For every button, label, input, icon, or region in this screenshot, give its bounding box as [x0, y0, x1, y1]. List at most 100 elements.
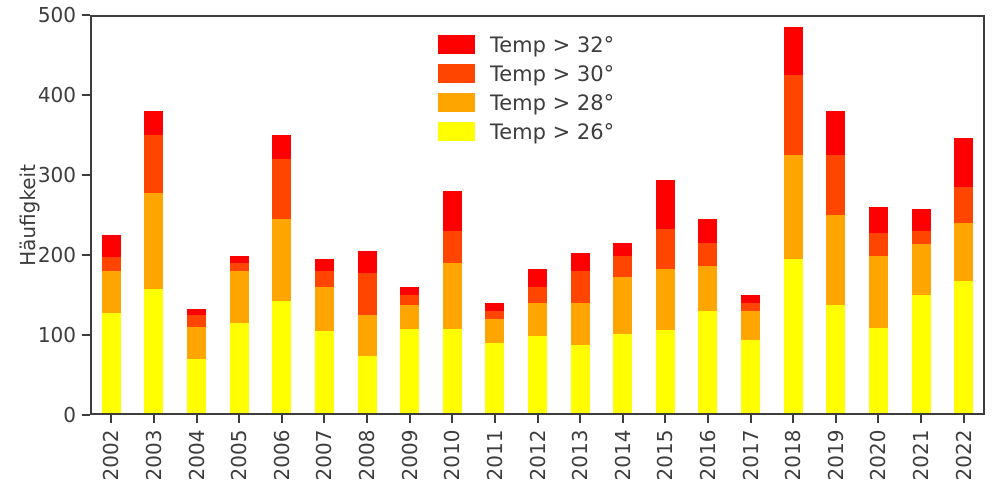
bar-2003-temp-30	[144, 134, 164, 193]
x-tick-label-2003: 2003	[141, 429, 166, 481]
x-tick-label-2002: 2002	[99, 429, 124, 481]
bar-2010-temp-28	[442, 262, 462, 329]
bar-2004-temp-30	[187, 315, 207, 327]
bar-2021-temp-26	[911, 294, 931, 413]
bar-2005-temp-28	[229, 271, 249, 323]
x-tick-2012	[536, 415, 539, 423]
bar-2017-temp-26	[741, 340, 761, 413]
bar-2010-temp-26	[442, 329, 462, 413]
bar-2003-temp-26	[144, 289, 164, 413]
x-tick-label-2006: 2006	[269, 429, 294, 481]
legend-swatch-temp-28	[438, 93, 475, 112]
y-tick-0	[82, 414, 90, 416]
x-tick-2002	[110, 415, 113, 423]
x-tick-label-2017: 2017	[738, 429, 763, 481]
x-tick-label-2021: 2021	[909, 429, 934, 481]
bar-2011-temp-26	[485, 342, 505, 413]
legend-swatch-temp-26	[438, 122, 475, 141]
y-tick-400	[82, 94, 90, 96]
x-tick-2008	[366, 415, 369, 423]
x-tick-label-2010: 2010	[440, 429, 465, 481]
y-tick-label-300: 300	[37, 163, 76, 187]
x-tick-label-2007: 2007	[312, 429, 337, 481]
y-tick-200	[82, 254, 90, 256]
bar-2016-temp-26	[698, 311, 718, 413]
x-tick-2016	[706, 415, 709, 423]
legend-item-temp-28: Temp > 28°	[438, 90, 615, 115]
bar-2019-temp-28	[826, 214, 846, 305]
legend-label-temp-30: Temp > 30°	[490, 61, 615, 86]
bar-2016-temp-32	[698, 219, 718, 243]
bar-2004-temp-26	[187, 359, 207, 413]
x-tick-label-2016: 2016	[695, 429, 720, 481]
bar-2003-temp-28	[144, 193, 164, 289]
x-tick-label-2011: 2011	[482, 429, 507, 481]
bar-2004-temp-28	[187, 326, 207, 360]
bar-2022-temp-28	[954, 223, 974, 281]
bar-2008-temp-30	[357, 273, 377, 315]
legend-label-temp-32: Temp > 32°	[490, 32, 615, 57]
bar-2009-temp-30	[400, 295, 420, 305]
x-tick-label-2013: 2013	[568, 429, 593, 481]
bar-2020-temp-32	[868, 206, 888, 233]
bar-2014-temp-28	[613, 277, 633, 334]
y-tick-label-200: 200	[37, 243, 76, 267]
y-tick-label-500: 500	[37, 3, 76, 27]
x-tick-2013	[579, 415, 582, 423]
bar-2008-temp-28	[357, 314, 377, 357]
x-tick-label-2019: 2019	[823, 429, 848, 481]
bar-2011-temp-32	[485, 303, 505, 311]
legend-label-temp-26: Temp > 26°	[490, 119, 615, 144]
bar-2018-temp-26	[783, 258, 803, 413]
x-tick-label-2018: 2018	[781, 429, 806, 481]
bar-2006-temp-30	[272, 159, 292, 220]
bar-2014-temp-26	[613, 333, 633, 413]
legend-label-temp-28: Temp > 28°	[490, 90, 615, 115]
x-tick-2022	[962, 415, 965, 423]
bar-2020-temp-30	[868, 233, 888, 257]
x-tick-2017	[749, 415, 752, 423]
x-tick-label-2014: 2014	[610, 429, 635, 481]
bar-2014-temp-30	[613, 256, 633, 277]
bar-2007-temp-30	[314, 270, 334, 287]
x-tick-2019	[834, 415, 837, 423]
bar-2010-temp-32	[442, 191, 462, 231]
x-tick-label-2009: 2009	[397, 429, 422, 481]
bar-2004-temp-32	[187, 309, 207, 316]
y-tick-100	[82, 334, 90, 336]
bar-2021-temp-32	[911, 209, 931, 231]
x-tick-2010	[451, 415, 454, 423]
x-tick-label-2022: 2022	[951, 429, 976, 481]
bar-2008-temp-26	[357, 356, 377, 413]
bar-2010-temp-30	[442, 230, 462, 263]
bar-2007-temp-28	[314, 286, 334, 331]
bar-2011-temp-30	[485, 310, 505, 319]
x-tick-2020	[877, 415, 880, 423]
y-tick-300	[82, 174, 90, 176]
x-tick-label-2015: 2015	[653, 429, 678, 481]
bar-2019-temp-26	[826, 305, 846, 413]
bar-2006-temp-26	[272, 301, 292, 413]
bar-2009-temp-28	[400, 305, 420, 329]
x-tick-2004	[195, 415, 198, 423]
plot-area	[90, 15, 985, 415]
bar-2013-temp-32	[570, 253, 590, 271]
bar-2013-temp-26	[570, 345, 590, 413]
bar-2022-temp-32	[954, 137, 974, 188]
legend-item-temp-26: Temp > 26°	[438, 119, 615, 144]
bar-2002-temp-28	[101, 270, 121, 313]
bar-2005-temp-30	[229, 262, 249, 272]
bar-2017-temp-30	[741, 302, 761, 311]
bar-2009-temp-32	[400, 287, 420, 296]
bar-2012-temp-28	[528, 302, 547, 337]
x-tick-2006	[280, 415, 283, 423]
y-tick-500	[82, 14, 90, 16]
bar-2017-temp-32	[741, 295, 761, 303]
bar-2018-temp-32	[783, 27, 803, 75]
x-tick-2018	[792, 415, 795, 423]
bar-2003-temp-32	[144, 111, 164, 135]
bar-2019-temp-30	[826, 155, 846, 215]
x-tick-label-2004: 2004	[184, 429, 209, 481]
bar-2008-temp-32	[357, 251, 377, 273]
